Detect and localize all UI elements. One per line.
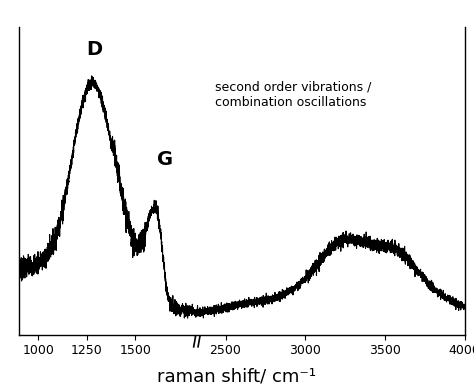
Text: second order vibrations /
combination oscillations: second order vibrations / combination os… xyxy=(215,81,372,109)
Text: D: D xyxy=(87,40,103,59)
Text: raman shift/ cm⁻¹: raman shift/ cm⁻¹ xyxy=(157,367,317,385)
Text: G: G xyxy=(156,150,173,169)
